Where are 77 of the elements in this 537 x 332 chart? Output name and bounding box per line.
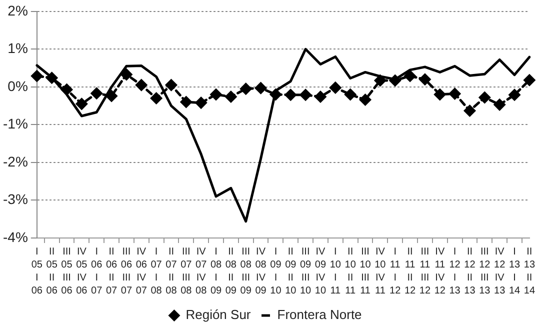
x-tick-label: II 12 II 13 bbox=[464, 246, 476, 296]
point bbox=[434, 88, 446, 100]
x-tick-label: III 09 III 10 bbox=[300, 246, 312, 296]
y-tick-label: -4% bbox=[2, 228, 28, 245]
point bbox=[165, 79, 177, 91]
x-tick-label: II 13 II 14 bbox=[524, 246, 536, 296]
point bbox=[508, 89, 520, 101]
x-tick-label: IV 05 IV 06 bbox=[76, 246, 88, 296]
x-tick-label: III 05 III 06 bbox=[61, 246, 73, 296]
x-tick-label: I 07 I 08 bbox=[150, 246, 162, 296]
x-tick-label: I 10 I 11 bbox=[330, 246, 342, 296]
point bbox=[31, 70, 43, 82]
x-tick-label: I 05 I 06 bbox=[31, 246, 43, 296]
legend-label: Región Sur bbox=[186, 307, 252, 322]
x-tick-label: III 08 III 09 bbox=[240, 246, 252, 296]
point bbox=[360, 94, 372, 106]
x-tick-label: IV 10 IV 11 bbox=[374, 246, 386, 296]
x-tick-label: I 06 I 07 bbox=[91, 246, 103, 296]
point bbox=[61, 84, 72, 96]
point bbox=[419, 74, 431, 86]
y-tick-label: 1% bbox=[8, 40, 28, 56]
point bbox=[46, 72, 58, 84]
point bbox=[344, 88, 356, 100]
point bbox=[106, 90, 118, 102]
x-tick-label: IV 11 IV 12 bbox=[434, 246, 446, 296]
point bbox=[180, 96, 192, 108]
x-tick-label: II 10 II 11 bbox=[344, 246, 356, 296]
x-tick-label: II 05 II 06 bbox=[46, 246, 58, 296]
x-tick-label: IV 12 IV 13 bbox=[494, 246, 506, 296]
x-tick-label: IV 09 IV 10 bbox=[314, 246, 326, 296]
point bbox=[76, 98, 88, 110]
x-tick-label: I 13 I 14 bbox=[508, 246, 521, 296]
x-tick-label: III 11 III 12 bbox=[419, 246, 431, 296]
point bbox=[255, 82, 267, 94]
x-tick-label: II 09 II 10 bbox=[285, 246, 297, 296]
point bbox=[478, 92, 490, 104]
point bbox=[120, 68, 132, 80]
point bbox=[389, 74, 401, 86]
point bbox=[300, 89, 312, 101]
point bbox=[494, 98, 506, 110]
x-tick-label: II 06 II 07 bbox=[106, 246, 118, 296]
y-tick-label: -2% bbox=[2, 153, 28, 170]
x-tick-label: III 07 III 08 bbox=[180, 246, 192, 296]
x-tick-label: III 12 III 13 bbox=[479, 246, 491, 296]
x-tick-label: I 08 I 09 bbox=[210, 246, 222, 296]
y-tick-label: -3% bbox=[2, 191, 28, 208]
point bbox=[225, 91, 237, 103]
x-tick-label: III 10 III 11 bbox=[360, 246, 372, 296]
legend-label: Frontera Norte bbox=[277, 307, 362, 322]
x-tick-label: III 06 III 07 bbox=[120, 246, 132, 296]
x-tick-label: IV 07 IV 08 bbox=[196, 246, 208, 296]
point bbox=[90, 88, 102, 100]
x-tick-label: I 09 I 10 bbox=[270, 246, 282, 296]
x-tick-label: IV 06 IV 07 bbox=[136, 246, 148, 296]
point bbox=[524, 74, 536, 86]
point bbox=[330, 82, 342, 94]
point bbox=[449, 88, 461, 100]
point bbox=[210, 88, 222, 100]
point bbox=[374, 74, 386, 86]
point bbox=[284, 89, 296, 101]
x-tick-label: IV 08 IV 09 bbox=[255, 246, 267, 296]
x-tick-label: II 07 II 08 bbox=[166, 246, 178, 296]
point bbox=[314, 91, 326, 103]
point bbox=[404, 70, 416, 82]
point bbox=[464, 104, 476, 116]
point bbox=[195, 97, 207, 109]
x-tick-label: I 12 I 13 bbox=[449, 246, 461, 296]
y-tick-label: -1% bbox=[2, 116, 28, 132]
point bbox=[270, 88, 282, 100]
y-tick-label: 2% bbox=[8, 2, 28, 18]
point bbox=[240, 83, 252, 95]
x-tick-label: II 08 II 09 bbox=[225, 246, 237, 296]
point bbox=[136, 79, 148, 91]
x-tick-label: II 11 II 12 bbox=[404, 246, 416, 296]
point bbox=[150, 92, 162, 104]
y-tick-label: 0% bbox=[8, 78, 28, 94]
x-tick-label: I 11 I 12 bbox=[390, 246, 402, 296]
